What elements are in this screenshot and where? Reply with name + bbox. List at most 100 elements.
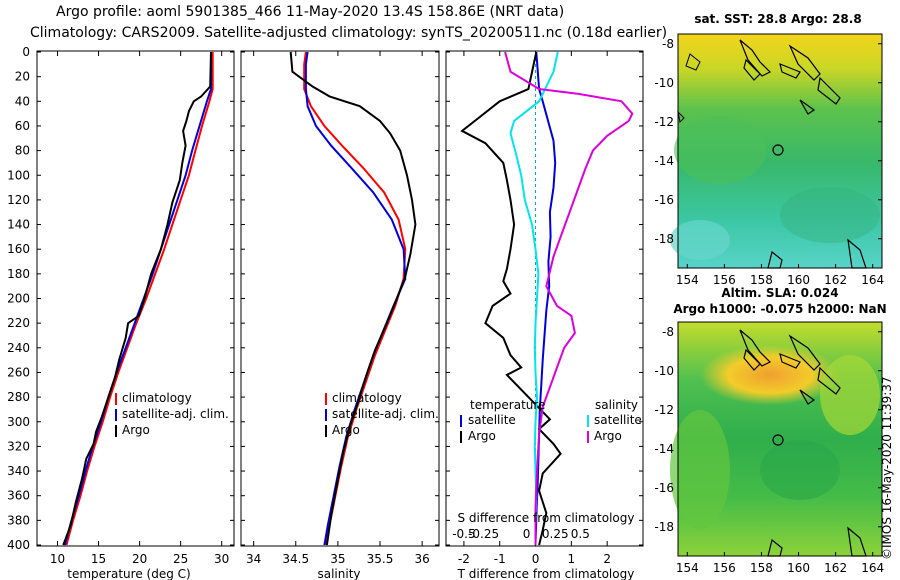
legend-title-salinity: salinity bbox=[595, 398, 638, 412]
depth-tick-label: 260 bbox=[7, 365, 30, 379]
s-diff-tick-label: -0.25 bbox=[468, 527, 499, 541]
x-tick-label: 34 bbox=[246, 552, 261, 566]
map-x-tick-label: 158 bbox=[750, 273, 773, 287]
sst-map bbox=[670, 33, 883, 269]
sst-map-title: sat. SST: 28.8 Argo: 28.8 bbox=[694, 12, 861, 26]
temperature-panel-frame bbox=[36, 50, 235, 547]
series-line-argo bbox=[62, 51, 212, 546]
legend-label: climatology bbox=[122, 391, 192, 405]
sla-map-title-line2: Argo h1000: -0.075 h2000: NaN bbox=[673, 302, 886, 316]
sst-map-argo-marker bbox=[772, 144, 784, 156]
s-diff-tick-label: 0 bbox=[523, 527, 531, 541]
legend-label: Argo bbox=[122, 423, 150, 437]
map-x-tick-label: 156 bbox=[713, 273, 736, 287]
depth-tick-label: 340 bbox=[7, 464, 30, 478]
s-diff-tick-label: 0.5 bbox=[571, 527, 590, 541]
x-tick-label: 34.5 bbox=[282, 552, 309, 566]
depth-tick-label: 120 bbox=[7, 193, 30, 207]
x-tick-label: 10 bbox=[50, 552, 65, 566]
x-tick-label: -1 bbox=[494, 552, 506, 566]
map-x-tick-label: 164 bbox=[861, 561, 884, 575]
series-line-s-argo bbox=[504, 51, 634, 545]
sla-map-title-line1: Altim. SLA: 0.024 bbox=[721, 286, 838, 300]
depth-tick-label: 200 bbox=[7, 292, 30, 306]
map-y-tick-label: -18 bbox=[654, 232, 674, 246]
depth-tick-label: 0 bbox=[22, 45, 30, 59]
map-x-tick-label: 160 bbox=[787, 561, 810, 575]
map-y-tick-label: -8 bbox=[662, 325, 674, 339]
x-tick-label: 2 bbox=[603, 552, 611, 566]
legend-title-temperature: temperature bbox=[470, 398, 545, 412]
map-x-tick-label: 154 bbox=[676, 561, 699, 575]
temperature-panel: 10 15 20 25 30 climatology satellite-adj. clim… bbox=[37, 51, 234, 566]
depth-tick-label: 240 bbox=[7, 341, 30, 355]
depth-tick-label: 400 bbox=[7, 538, 30, 552]
map-x-tick-label: 156 bbox=[713, 561, 736, 575]
map-x-tick-label: 164 bbox=[861, 273, 884, 287]
legend-label: Argo bbox=[332, 423, 360, 437]
sla-map-argo-marker bbox=[772, 434, 784, 446]
x-tick-label: 36 bbox=[415, 552, 430, 566]
s-diff-tick-label: 0.25 bbox=[542, 527, 569, 541]
map-x-tick-label: 158 bbox=[750, 561, 773, 575]
legend-label: Argo bbox=[594, 429, 622, 443]
x-tick-label: 15 bbox=[91, 552, 106, 566]
x-tick-label: 0 bbox=[532, 552, 540, 566]
legend-label: satellite bbox=[594, 413, 642, 427]
map-x-tick-label: 154 bbox=[676, 273, 699, 287]
depth-tick-label: 180 bbox=[7, 267, 30, 281]
x-tick-label: 35.5 bbox=[367, 552, 394, 566]
legend-label: Argo bbox=[468, 429, 496, 443]
s-diff-tick-label: -0.5 bbox=[452, 527, 475, 541]
legend-label: climatology bbox=[332, 391, 402, 405]
map-x-tick-label: 162 bbox=[824, 273, 847, 287]
depth-tick-label: 320 bbox=[7, 439, 30, 453]
legend-label: satellite bbox=[468, 413, 516, 427]
series-line-s-satellite bbox=[509, 51, 559, 545]
depth-tick-label: 60 bbox=[15, 119, 30, 133]
x-tick-label: 25 bbox=[173, 552, 188, 566]
depth-tick-label: 280 bbox=[7, 390, 30, 404]
map-y-tick-label: -10 bbox=[654, 76, 674, 90]
header-title-line2: Climatology: CARS2009. Satellite-adjuste… bbox=[30, 25, 668, 41]
series-line-climatology bbox=[65, 52, 214, 546]
x-tick-label: 1 bbox=[568, 552, 576, 566]
series-line-argo bbox=[289, 51, 417, 546]
s-difference-label: S difference from climatology bbox=[458, 511, 635, 525]
depth-tick-label: 100 bbox=[7, 168, 30, 182]
map-y-tick-label: -16 bbox=[654, 481, 674, 495]
x-tick-label: 35 bbox=[330, 552, 345, 566]
map-y-tick-label: -14 bbox=[654, 154, 674, 168]
depth-tick-label: 360 bbox=[7, 489, 30, 503]
salinity-xlabel: salinity bbox=[317, 567, 360, 580]
x-tick-label: -2 bbox=[458, 552, 470, 566]
map-y-tick-label: -12 bbox=[654, 403, 674, 417]
x-tick-label: 30 bbox=[214, 552, 229, 566]
legend-label: satellite-adj. clim. bbox=[332, 407, 439, 421]
salinity-panel: 34 34.5 35 35.5 36 climatology satellite-adj. … bbox=[241, 51, 439, 566]
map-y-tick-label: -14 bbox=[654, 442, 674, 456]
depth-tick-label: 20 bbox=[15, 70, 30, 84]
depth-tick-label: 40 bbox=[15, 94, 30, 108]
depth-tick-label: 160 bbox=[7, 242, 30, 256]
map-y-tick-label: -8 bbox=[662, 37, 674, 51]
depth-tick-label: 220 bbox=[7, 316, 30, 330]
series-line-t-argo bbox=[460, 51, 562, 546]
map-y-tick-label: -16 bbox=[654, 193, 674, 207]
difference-xlabel: T difference from climatology bbox=[457, 567, 635, 580]
depth-tick-label: 140 bbox=[7, 218, 30, 232]
map-y-tick-label: -18 bbox=[654, 520, 674, 534]
map-y-tick-label: -12 bbox=[654, 115, 674, 129]
map-y-tick-label: -10 bbox=[654, 364, 674, 378]
x-tick-label: 20 bbox=[132, 552, 147, 566]
sla-map bbox=[670, 321, 883, 557]
map-x-tick-label: 160 bbox=[787, 273, 810, 287]
header-title-line1: Argo profile: aoml 5901385_466 11-May-20… bbox=[56, 4, 565, 20]
temperature-xlabel: temperature (deg C) bbox=[67, 567, 190, 580]
depth-tick-label: 300 bbox=[7, 415, 30, 429]
depth-tick-label: 380 bbox=[7, 513, 30, 527]
legend-label: satellite-adj. clim. bbox=[122, 407, 229, 421]
map-x-tick-label: 162 bbox=[824, 561, 847, 575]
